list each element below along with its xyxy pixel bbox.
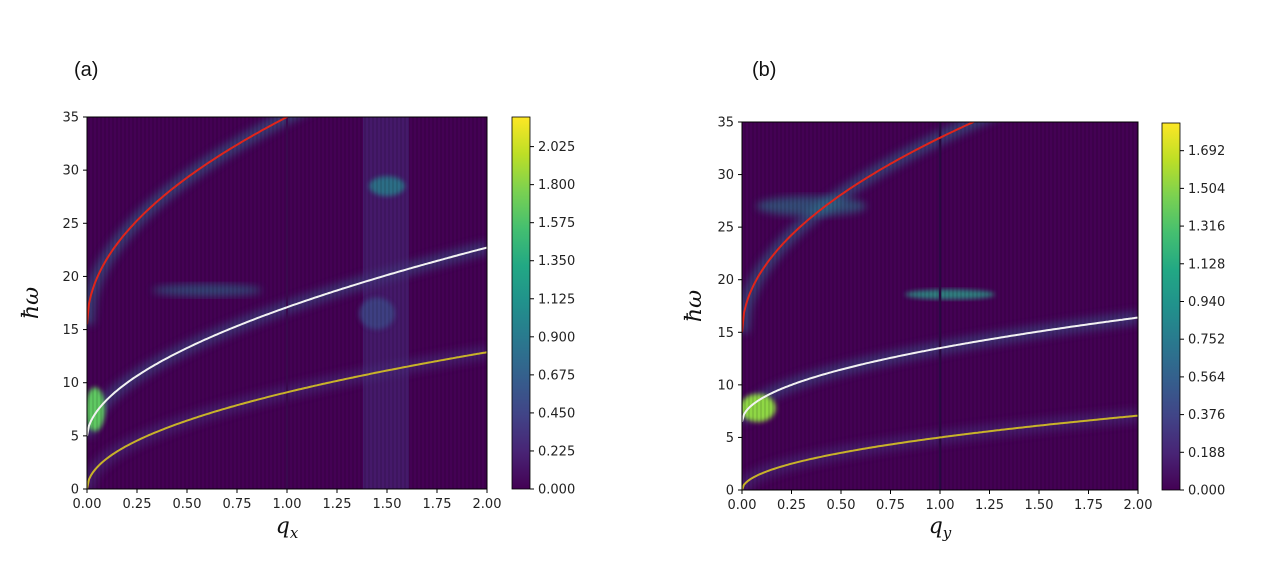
colorbar-tick-label: 1.125 [538,292,575,307]
colorbar-gradient [1161,122,1181,491]
colorbar-tick-label: 0.376 [1188,408,1225,423]
x-tick-label: 0.25 [777,498,806,513]
colorbar-tick-label: 0.450 [538,406,575,421]
colorbar-tick-label: 1.575 [538,216,575,231]
y-tick-label: 10 [62,376,79,391]
x-tick-label: 1.50 [373,497,402,512]
x-tick-label: 0.00 [73,497,102,512]
x-tick-label: 0.50 [827,498,856,513]
yellow-curve [742,414,1138,490]
x-tick-label: 1.25 [323,497,352,512]
y-tick-label: 30 [717,168,734,183]
colorbar-tick-label: 1.316 [1188,220,1225,235]
y-tick-label: 35 [62,111,79,126]
x-tick-label: 1.75 [423,497,452,512]
x-tick-label: 1.50 [1025,498,1054,513]
x-tick-label: 2.00 [473,497,502,512]
x-tick-label: 1.00 [926,498,955,513]
y-tick-label: 0 [71,483,79,498]
colorbar-tick-label: 1.350 [538,254,575,269]
colorbar: 0.000 0.188 0.376 0.564 0.752 0.940 1.128 1.316… [1161,122,1225,499]
panel-label: (a) [74,59,98,81]
x-tick-label: 0.00 [728,498,757,513]
colorbar-tick-label: 0.000 [1188,484,1225,499]
y-tick-label: 5 [71,429,79,444]
heatmap-texture [742,122,1138,490]
y-tick-label: 25 [62,217,79,232]
x-tick-label: 0.50 [173,497,202,512]
y-tick-label: 15 [62,323,79,338]
heatmap [87,117,487,489]
x-axis-label: qx [276,514,299,542]
y-tick-label: 5 [726,431,734,446]
x-axis-label: qy [929,514,952,542]
red-curve [742,122,976,333]
y-tick-label: 0 [726,484,734,499]
y-tick-label: 30 [62,164,79,179]
colorbar-tick-label: 0.564 [1188,370,1225,385]
white-curve [87,246,487,437]
x-tick-label: 2.00 [1124,498,1153,513]
x-tick-label: 1.00 [273,497,302,512]
colorbar-tick-label: 0.675 [538,368,575,383]
colorbar-tick-label: 0.752 [1188,333,1225,348]
y-tick-label: 20 [62,270,79,285]
x-tick-label: 0.75 [876,498,905,513]
x-tick-label: 1.25 [975,498,1004,513]
white-curve [742,316,1138,422]
panel-label: (b) [752,59,776,81]
colorbar-tick-label: 0.000 [538,483,575,498]
y-tick-label: 35 [717,116,734,131]
panel-b: (b) 0.00 0.25 0.50 0.75 1.00 1.25 1.50 1.75 2.00 0… [682,59,1225,542]
y-tick-label: 10 [717,378,734,393]
x-tick-label: 1.75 [1074,498,1103,513]
x-tick-label: 0.25 [123,497,152,512]
colorbar-tick-label: 0.188 [1188,446,1225,461]
heatmap [742,122,1138,490]
colorbar-tick-label: 0.940 [1188,295,1225,310]
panel-a: (a) 0.00 0.25 0.50 0.75 1.00 1.25 1.50 1.75 2.00 0… [19,59,575,542]
colorbar-tick-label: 0.225 [538,444,575,459]
y-tick-label: 15 [717,326,734,341]
colorbar-tick-label: 1.128 [1188,257,1225,272]
red-curve [87,117,290,325]
y-tick-label: 20 [717,273,734,288]
colorbar-tick-label: 2.025 [538,140,575,155]
x-tick-label: 0.75 [223,497,252,512]
colorbar-tick-label: 1.800 [538,178,575,193]
y-axis-label: ħω [19,287,44,319]
colorbar-tick-label: 1.692 [1188,144,1225,159]
y-tick-label: 25 [717,221,734,236]
heatmap-texture [87,117,487,489]
y-axis-label: ħω [682,290,707,322]
colorbar-tick-label: 0.900 [538,330,575,345]
yellow-curve [87,351,487,489]
colorbar-gradient [511,116,531,490]
colorbar: 0.000 0.225 0.450 0.675 0.900 1.125 1.350 1.575… [511,116,575,498]
colorbar-tick-label: 1.504 [1188,182,1225,197]
